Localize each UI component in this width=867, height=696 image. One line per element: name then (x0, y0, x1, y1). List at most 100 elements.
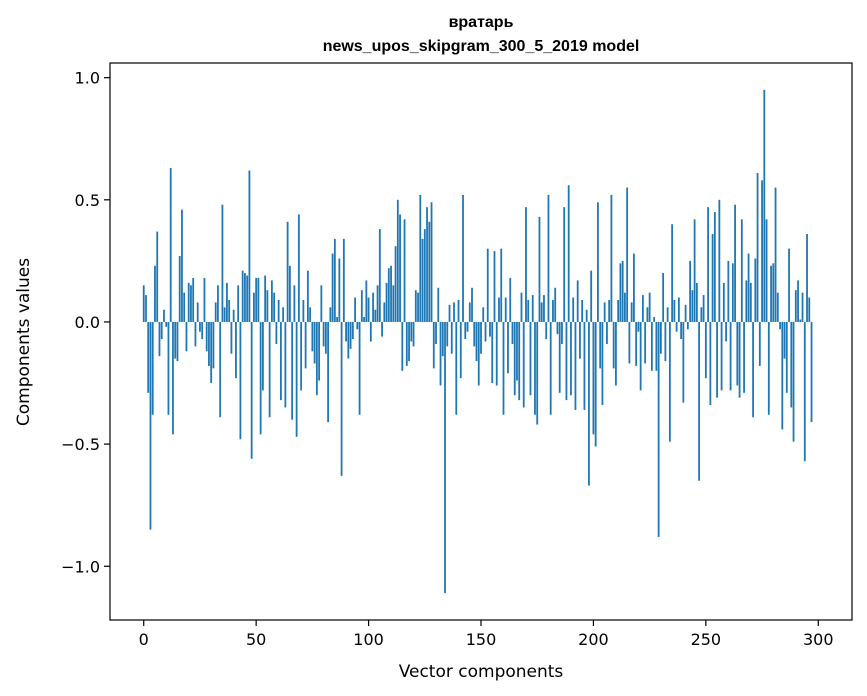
bar (684, 304, 687, 322)
bar (167, 321, 170, 415)
bar (329, 307, 332, 322)
bar (810, 321, 813, 423)
bar (731, 263, 734, 322)
bar (756, 172, 759, 322)
bar (794, 290, 797, 322)
bar (738, 321, 741, 398)
bar (190, 285, 192, 322)
bar (194, 321, 197, 347)
bar (570, 321, 572, 396)
bar (390, 265, 392, 322)
bar (653, 317, 656, 322)
bar (540, 302, 543, 322)
bar (484, 321, 487, 342)
bar (702, 295, 705, 322)
bar (412, 321, 415, 347)
chart-title: вратарь (449, 14, 514, 31)
bar (241, 270, 244, 322)
bar (300, 321, 303, 391)
bar (282, 307, 285, 322)
bar (633, 253, 635, 322)
bar (279, 321, 282, 401)
bar (511, 321, 514, 344)
bar (178, 256, 181, 322)
x-tick-label: 300 (803, 630, 834, 649)
bar (435, 321, 437, 344)
y-tick-label: −0.5 (61, 435, 100, 454)
bar (504, 297, 507, 322)
y-tick-label: 1.0 (75, 69, 100, 88)
bar (338, 258, 341, 322)
bar (779, 321, 781, 330)
bar (235, 321, 237, 379)
bar (322, 321, 325, 347)
bar (803, 321, 806, 462)
bar (619, 263, 622, 322)
bar (785, 321, 788, 393)
bar (176, 321, 179, 362)
bar (734, 204, 736, 322)
bar (648, 292, 651, 322)
bar (262, 321, 264, 391)
bar (646, 307, 649, 322)
bar (275, 321, 278, 344)
bar (228, 299, 231, 322)
bar (441, 321, 444, 357)
bar (477, 321, 480, 386)
bar (293, 285, 296, 322)
bar (354, 297, 356, 322)
bar (223, 307, 226, 322)
bar (659, 321, 662, 354)
bar (680, 321, 683, 340)
bar (315, 321, 318, 396)
bar (621, 260, 624, 322)
y-tick-label: −1.0 (61, 557, 100, 576)
bar (205, 321, 208, 352)
bar (552, 299, 554, 322)
bar (608, 299, 611, 322)
bar (507, 321, 509, 374)
bar (770, 265, 772, 322)
bar (302, 299, 305, 322)
bar (273, 292, 276, 322)
bar (754, 258, 757, 322)
bar (381, 321, 383, 337)
bar (628, 321, 631, 364)
bar (459, 321, 462, 379)
bar (239, 321, 242, 440)
x-tick-label: 0 (139, 630, 149, 649)
bar (671, 224, 674, 322)
bar (408, 321, 410, 362)
bar (399, 214, 401, 322)
x-tick-label: 200 (578, 630, 609, 649)
bar (270, 280, 273, 322)
bar (313, 321, 316, 364)
bar (606, 321, 608, 344)
bar (455, 321, 458, 415)
bar (693, 219, 696, 322)
bar (545, 321, 548, 340)
bar (142, 285, 145, 322)
bar (704, 321, 707, 379)
bar (248, 170, 251, 322)
bar (626, 187, 629, 322)
bar (637, 321, 640, 332)
bar (383, 302, 386, 322)
bar (387, 268, 390, 322)
x-tick-label: 50 (246, 630, 266, 649)
bar (160, 321, 163, 340)
bar (808, 297, 811, 322)
bar (237, 285, 240, 322)
bar (367, 297, 370, 322)
plot-frame (109, 62, 853, 621)
bar (491, 321, 494, 384)
bar (288, 265, 291, 322)
bar (244, 273, 246, 322)
bar (572, 297, 575, 322)
bar (374, 309, 377, 322)
bar (745, 280, 748, 322)
bar (277, 299, 280, 322)
bar (401, 321, 404, 371)
bar (471, 287, 473, 322)
